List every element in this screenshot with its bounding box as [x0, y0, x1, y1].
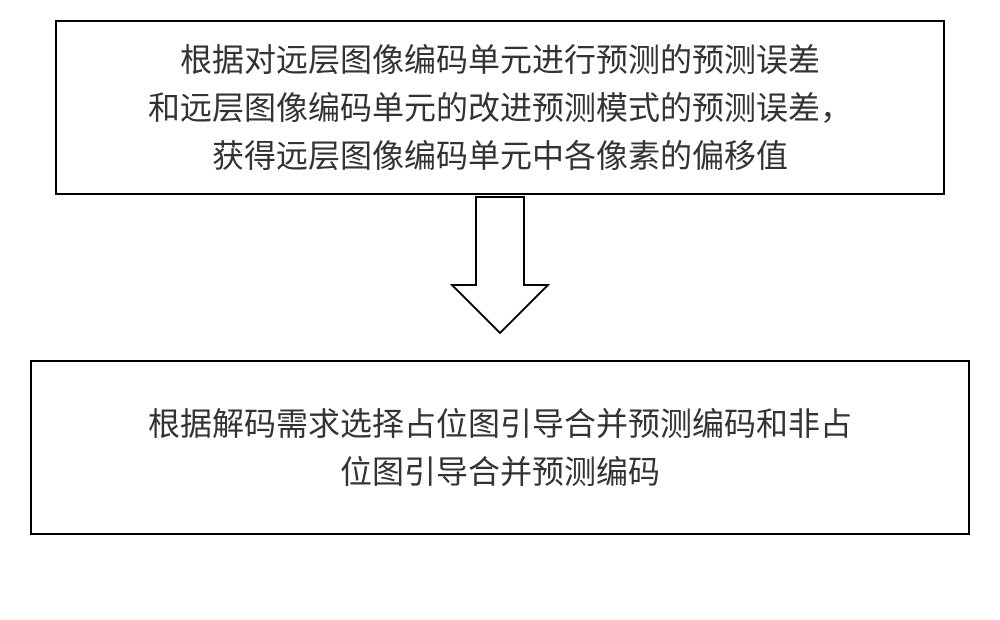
flowchart-arrow — [450, 195, 550, 335]
top-box-line2: 和远层图像编码单元的改进预测模式的预测误差， — [148, 84, 852, 132]
bottom-box-line2: 位图引导合并预测编码 — [340, 448, 660, 496]
flowchart-box-top: 根据对远层图像编码单元进行预测的预测误差 和远层图像编码单元的改进预测模式的预测… — [55, 20, 945, 195]
bottom-box-line1: 根据解码需求选择占位图引导合并预测编码和非占 — [148, 400, 852, 448]
top-box-line1: 根据对远层图像编码单元进行预测的预测误差 — [180, 36, 820, 84]
flowchart-box-bottom: 根据解码需求选择占位图引导合并预测编码和非占 位图引导合并预测编码 — [30, 360, 970, 535]
down-arrow-icon — [450, 195, 550, 335]
top-box-line3: 获得远层图像编码单元中各像素的偏移值 — [212, 132, 788, 180]
